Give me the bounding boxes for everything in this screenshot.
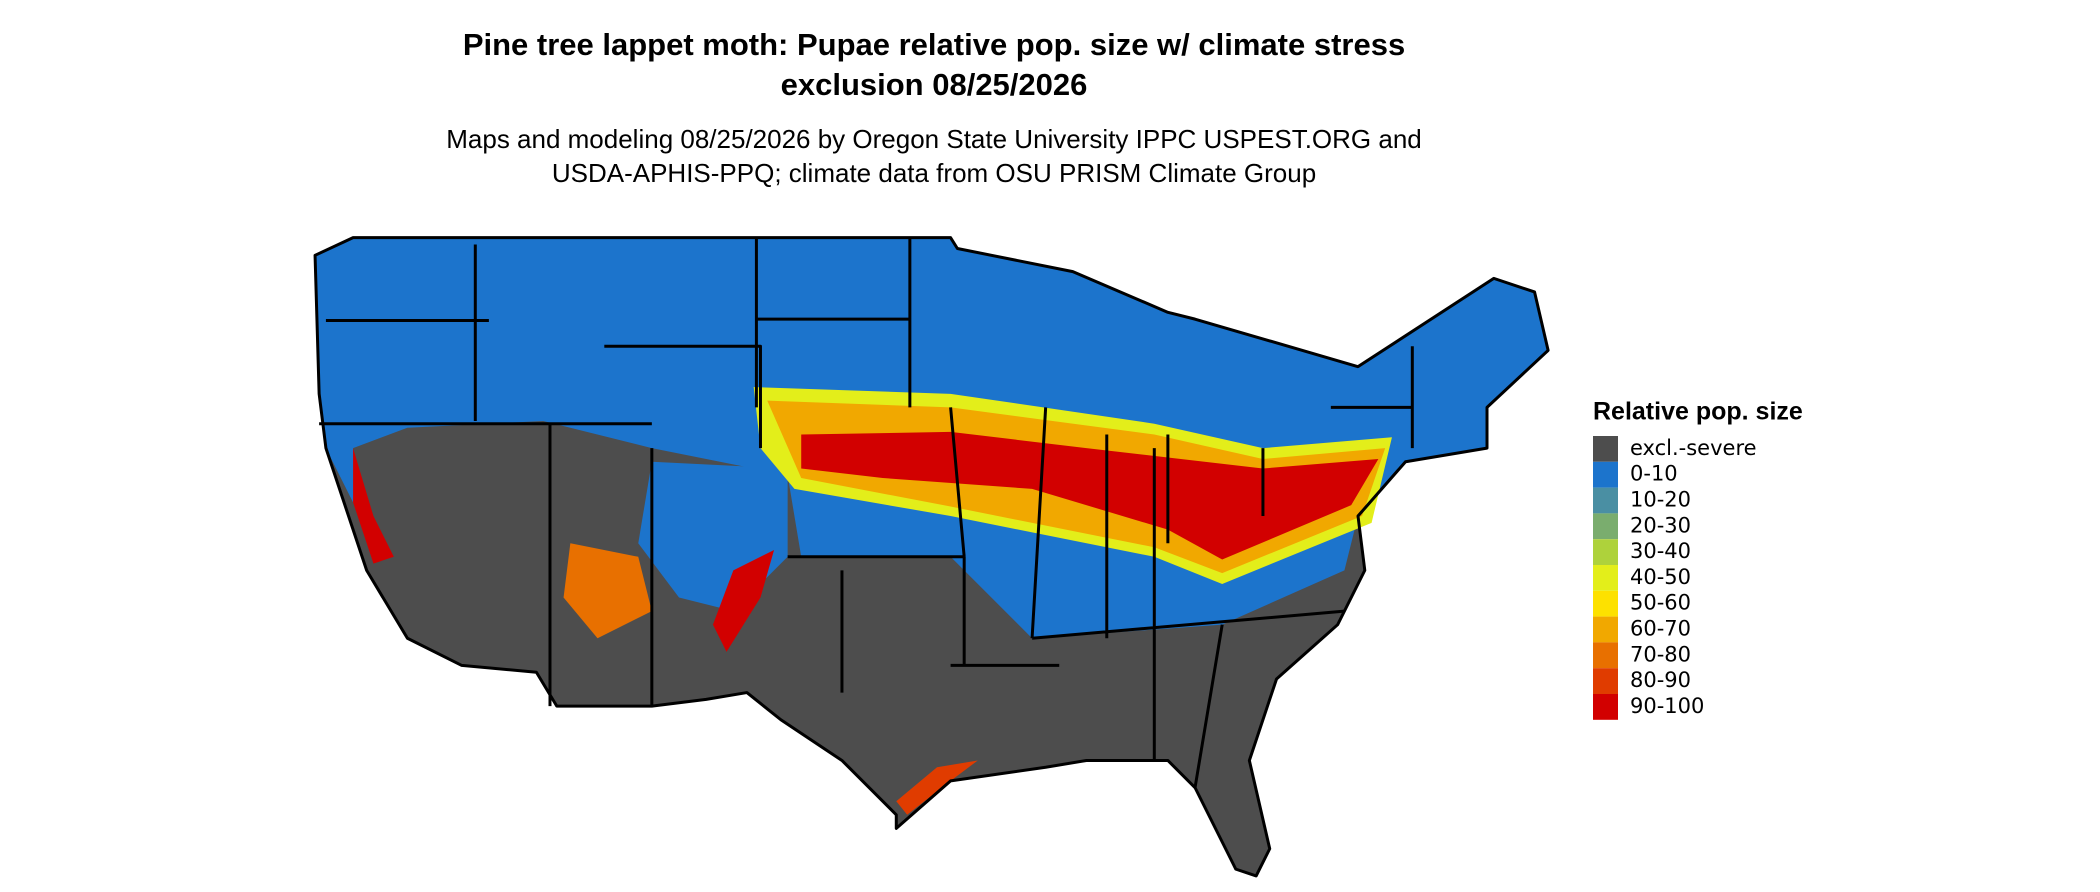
map-region bbox=[563, 543, 652, 639]
legend-label: 70-80 bbox=[1630, 642, 1691, 666]
legend-swatch bbox=[1593, 616, 1618, 643]
map-region bbox=[896, 760, 978, 815]
legend-label: 20-30 bbox=[1630, 513, 1691, 537]
legend-swatch bbox=[1593, 668, 1618, 694]
legend-swatch bbox=[1593, 461, 1618, 488]
legend-label: 50-60 bbox=[1630, 591, 1691, 615]
legend-label: 0-10 bbox=[1630, 462, 1678, 486]
legend-swatch bbox=[1593, 590, 1618, 617]
subtitle: USDA-APHIS-PPQ; climate data from OSU PR… bbox=[552, 158, 1316, 188]
subtitle: Maps and modeling 08/25/2026 by Oregon S… bbox=[446, 124, 1422, 154]
map-region bbox=[801, 431, 1379, 560]
legend: excl.-severe0-1010-2020-3030-4040-5050-6… bbox=[1593, 436, 1757, 720]
legend-swatch bbox=[1593, 487, 1618, 514]
legend-swatch bbox=[1593, 694, 1618, 720]
map-region bbox=[353, 448, 394, 564]
title: Pine tree lappet moth: Pupae relative po… bbox=[463, 27, 1405, 62]
legend-title: Relative pop. size bbox=[1593, 398, 1803, 426]
legend-label: 60-70 bbox=[1630, 617, 1691, 641]
title: exclusion 08/25/2026 bbox=[781, 67, 1088, 102]
legend-swatch bbox=[1593, 513, 1618, 540]
legend-swatch bbox=[1593, 565, 1618, 591]
us-map bbox=[313, 236, 1550, 878]
legend-label: excl.-severe bbox=[1630, 436, 1757, 460]
legend-label: 90-100 bbox=[1630, 694, 1704, 718]
legend-swatch bbox=[1593, 436, 1618, 462]
legend-label: 40-50 bbox=[1630, 565, 1691, 589]
legend-label: 30-40 bbox=[1630, 539, 1691, 563]
legend-swatch bbox=[1593, 642, 1618, 669]
map-region bbox=[712, 549, 775, 652]
legend-label: 80-90 bbox=[1630, 668, 1691, 692]
legend-label: 10-20 bbox=[1630, 488, 1691, 512]
legend-swatch bbox=[1593, 539, 1618, 565]
